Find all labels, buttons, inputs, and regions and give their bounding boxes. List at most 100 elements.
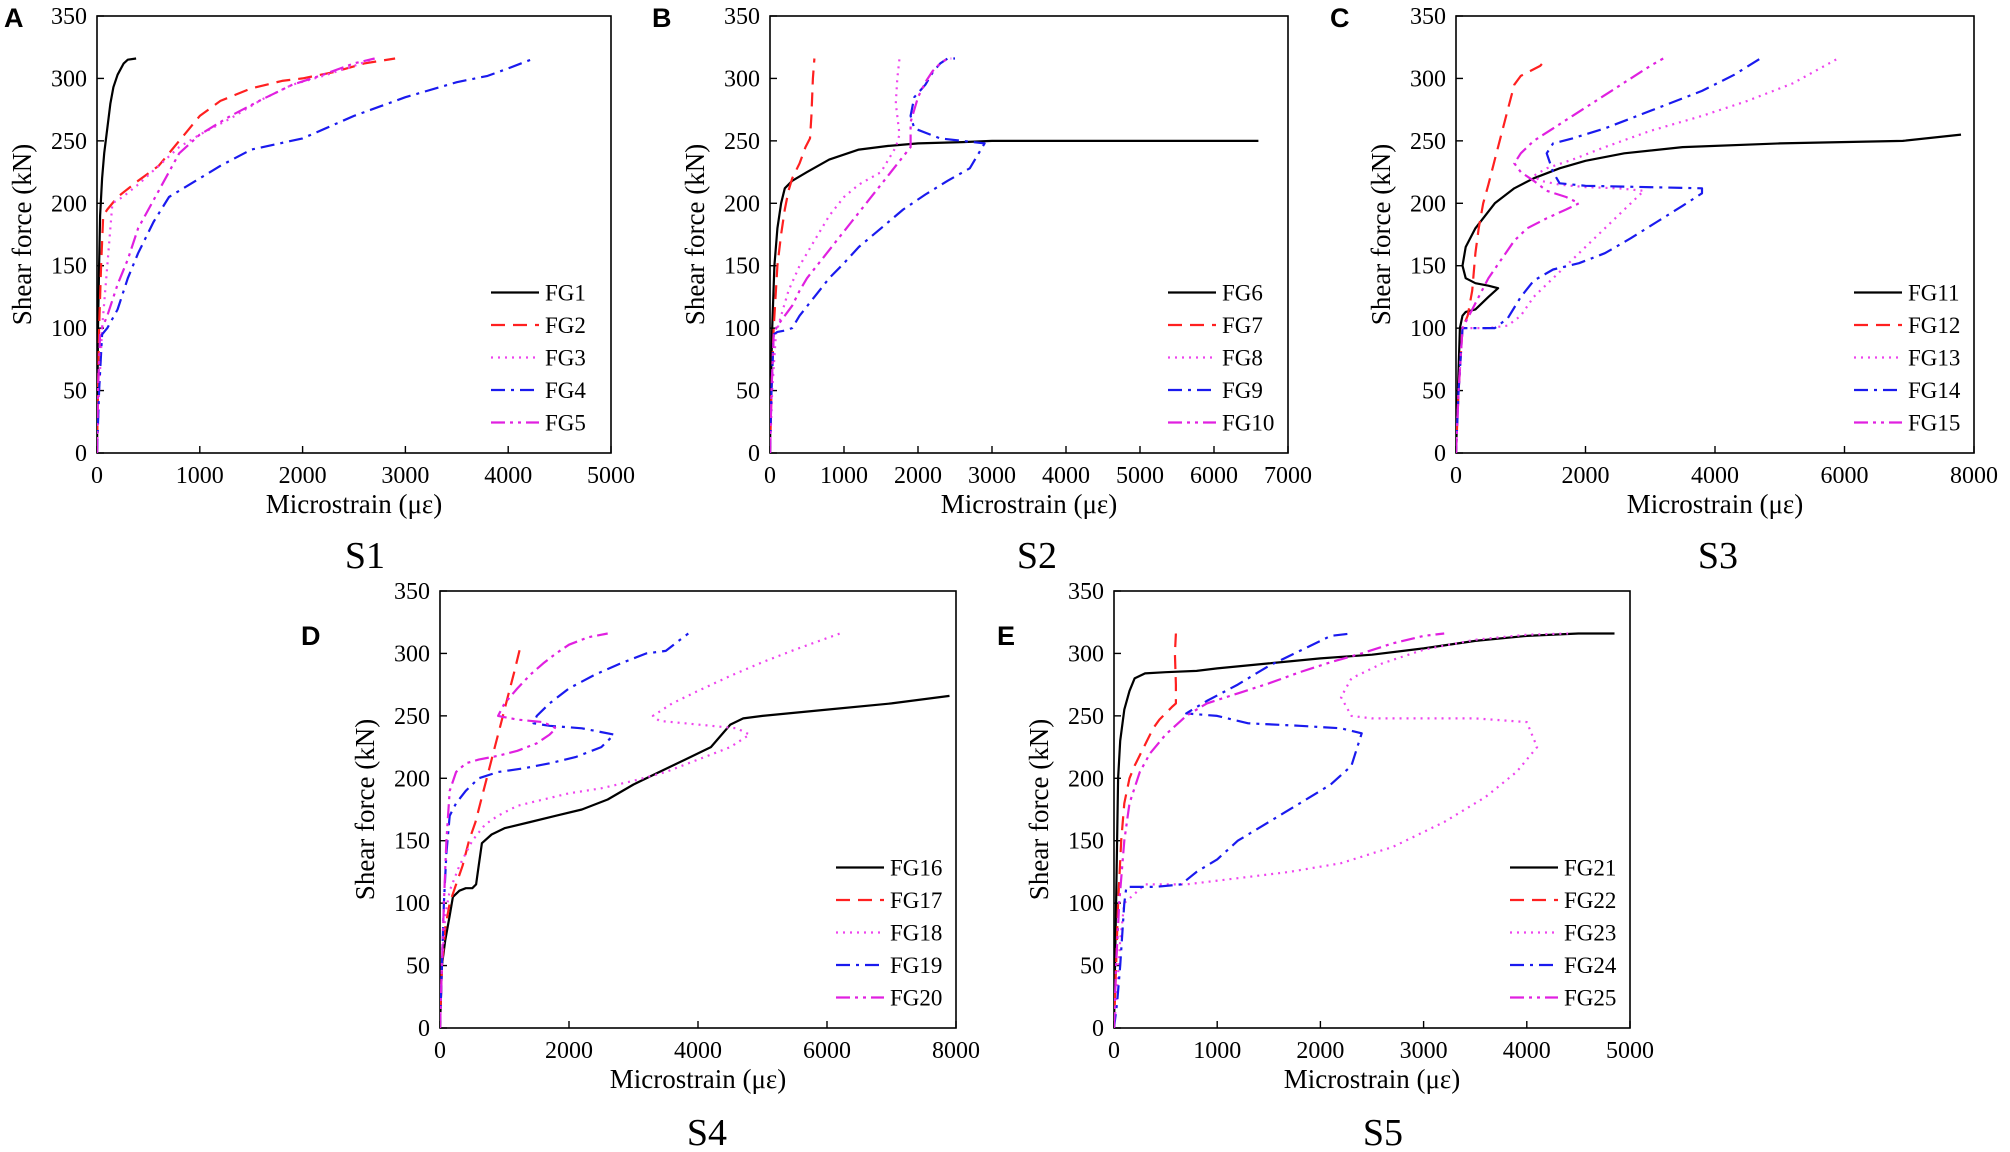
x-tick-label: 5000 bbox=[1606, 1038, 1654, 1064]
x-tick-label: 2000 bbox=[1296, 1038, 1344, 1064]
legend-label: FG3 bbox=[545, 346, 586, 371]
legend-label: FG20 bbox=[890, 986, 942, 1011]
y-tick-label: 300 bbox=[394, 641, 430, 667]
legend-label: FG9 bbox=[1222, 378, 1263, 403]
y-tick-label: 350 bbox=[51, 4, 87, 30]
y-tick-label: 250 bbox=[394, 704, 430, 730]
legend-label: FG23 bbox=[1564, 921, 1616, 946]
x-tick-label: 0 bbox=[1450, 463, 1462, 489]
series-line-fg17 bbox=[440, 645, 522, 1028]
x-tick-label: 0 bbox=[91, 463, 103, 489]
legend-label: FG18 bbox=[890, 921, 942, 946]
x-tick-label: 3000 bbox=[968, 463, 1016, 489]
y-tick-label: 200 bbox=[1410, 191, 1446, 217]
x-tick-label: 3000 bbox=[381, 463, 429, 489]
panel-subcaption: S1 bbox=[345, 535, 385, 577]
panel-letter: C bbox=[1330, 3, 1350, 33]
x-tick-label: 2000 bbox=[545, 1038, 593, 1064]
y-tick-label: 50 bbox=[406, 954, 430, 980]
y-tick-label: 0 bbox=[1092, 1016, 1104, 1042]
y-tick-label: 50 bbox=[1080, 954, 1104, 980]
x-tick-label: 5000 bbox=[587, 463, 635, 489]
x-tick-label: 0 bbox=[434, 1038, 446, 1064]
legend-label: FG19 bbox=[890, 953, 942, 978]
legend-label: FG21 bbox=[1564, 856, 1616, 881]
y-tick-label: 200 bbox=[51, 191, 87, 217]
x-tick-label: 3000 bbox=[1400, 1038, 1448, 1064]
legend-label: FG8 bbox=[1222, 346, 1263, 371]
x-tick-label: 2000 bbox=[894, 463, 942, 489]
y-tick-label: 50 bbox=[736, 379, 760, 405]
series-line-fg2 bbox=[97, 57, 396, 453]
x-tick-label: 8000 bbox=[1950, 463, 1998, 489]
series-line-fg16 bbox=[440, 694, 950, 1028]
legend-label: FG7 bbox=[1222, 313, 1263, 338]
y-tick-label: 0 bbox=[1434, 441, 1446, 467]
y-tick-label: 200 bbox=[394, 766, 430, 792]
y-tick-label: 200 bbox=[724, 191, 760, 217]
series-line-fg1 bbox=[97, 57, 137, 453]
y-tick-label: 0 bbox=[418, 1016, 430, 1042]
series-line-fg23 bbox=[1114, 632, 1569, 1028]
series-line-fg25 bbox=[1114, 632, 1445, 1028]
x-tick-label: 1000 bbox=[176, 463, 224, 489]
y-axis-label: Shear force (kN) bbox=[7, 144, 37, 325]
plot-frame bbox=[1455, 15, 1975, 454]
legend-label: FG17 bbox=[890, 888, 942, 913]
legend-label: FG2 bbox=[545, 313, 586, 338]
legend-label: FG12 bbox=[1908, 313, 1960, 338]
legend-label: FG5 bbox=[545, 411, 586, 436]
plot-frame bbox=[96, 15, 612, 454]
y-tick-label: 100 bbox=[394, 891, 430, 917]
y-tick-label: 300 bbox=[51, 66, 87, 92]
chart-panel-C: C S3 0 2000 4000 6000 8000 0 50 100 150 200 250 300 35… bbox=[1330, 3, 1998, 577]
y-axis-label: Shear force (kN) bbox=[1366, 144, 1396, 325]
legend-label: FG11 bbox=[1908, 281, 1960, 306]
series-line-fg21 bbox=[1114, 632, 1615, 1028]
x-tick-label: 4000 bbox=[1503, 1038, 1551, 1064]
chart-panel-A: A S1 0 1000 2000 3000 4000 5000 0 50 100 150 200 250 3… bbox=[4, 3, 635, 577]
y-tick-label: 200 bbox=[1068, 766, 1104, 792]
legend-label: FG22 bbox=[1564, 888, 1616, 913]
series-line-fg3 bbox=[97, 57, 375, 453]
y-tick-label: 300 bbox=[724, 66, 760, 92]
x-tick-label: 0 bbox=[1108, 1038, 1120, 1064]
y-tick-label: 250 bbox=[51, 129, 87, 155]
series-line-fg18 bbox=[440, 632, 841, 1028]
legend-label: FG16 bbox=[890, 856, 942, 881]
panel-letter: E bbox=[997, 621, 1015, 651]
y-tick-label: 150 bbox=[51, 254, 87, 280]
x-tick-label: 4000 bbox=[1042, 463, 1090, 489]
chart-panel-E: E S5 0 1000 2000 3000 4000 5000 0 50 100 150 200 250 3… bbox=[997, 579, 1654, 1152]
legend-label: FG4 bbox=[545, 378, 586, 403]
series-line-fg5 bbox=[97, 57, 375, 453]
series-line-fg7 bbox=[770, 58, 816, 453]
x-tick-label: 4000 bbox=[484, 463, 532, 489]
x-tick-label: 1000 bbox=[820, 463, 868, 489]
x-tick-label: 0 bbox=[764, 463, 776, 489]
x-tick-label: 5000 bbox=[1116, 463, 1164, 489]
x-axis-label: Microstrain (με) bbox=[610, 1064, 787, 1094]
x-tick-label: 4000 bbox=[1691, 463, 1739, 489]
y-tick-label: 350 bbox=[394, 579, 430, 605]
y-tick-label: 350 bbox=[1068, 579, 1104, 605]
panel-letter: D bbox=[301, 621, 321, 651]
legend-label: FG1 bbox=[545, 281, 586, 306]
series-line-fg19 bbox=[440, 632, 689, 1028]
series-line-fg13 bbox=[1456, 57, 1839, 453]
y-axis-label: Shear force (kN) bbox=[350, 719, 380, 900]
y-tick-label: 150 bbox=[724, 254, 760, 280]
y-tick-label: 350 bbox=[1410, 4, 1446, 30]
x-tick-label: 6000 bbox=[1821, 463, 1869, 489]
legend-label: FG24 bbox=[1564, 953, 1617, 978]
legend-label: FG15 bbox=[1908, 411, 1960, 436]
y-axis-label: Shear force (kN) bbox=[680, 144, 710, 325]
x-tick-label: 7000 bbox=[1264, 463, 1312, 489]
y-tick-label: 0 bbox=[748, 441, 760, 467]
x-axis-label: Microstrain (με) bbox=[941, 489, 1118, 519]
y-tick-label: 100 bbox=[724, 316, 760, 342]
legend-label: FG13 bbox=[1908, 346, 1960, 371]
panel-subcaption: S3 bbox=[1698, 535, 1738, 577]
series-line-fg11 bbox=[1456, 133, 1962, 453]
